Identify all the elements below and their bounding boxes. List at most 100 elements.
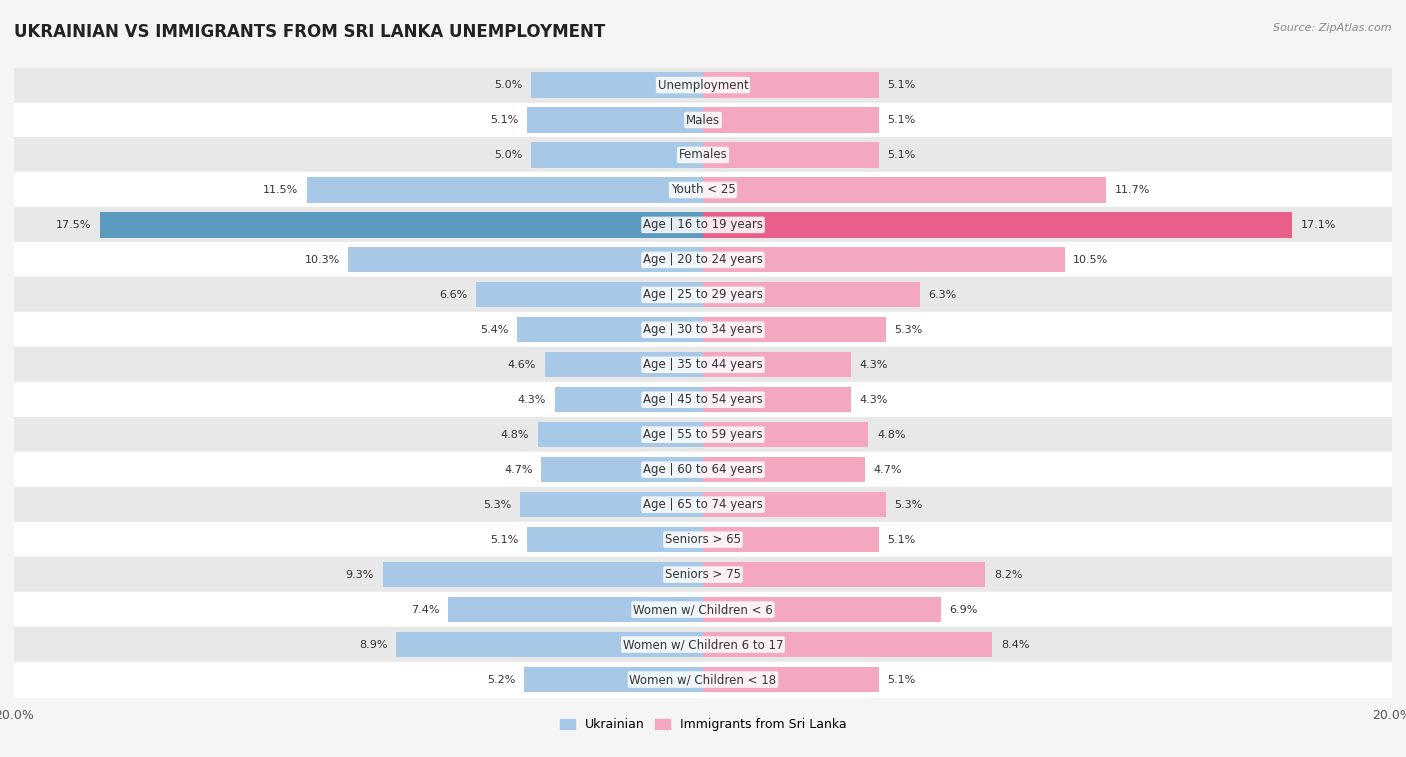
Bar	[396, 632, 703, 657]
Bar	[307, 177, 703, 203]
Text: UKRAINIAN VS IMMIGRANTS FROM SRI LANKA UNEMPLOYMENT: UKRAINIAN VS IMMIGRANTS FROM SRI LANKA U…	[14, 23, 606, 41]
Text: 4.8%: 4.8%	[877, 430, 905, 440]
Bar	[703, 457, 865, 482]
Bar	[527, 527, 703, 553]
Text: 17.1%: 17.1%	[1301, 220, 1336, 230]
Bar	[703, 422, 869, 447]
Text: 8.4%: 8.4%	[1001, 640, 1029, 650]
Bar	[555, 387, 703, 413]
Bar	[703, 527, 879, 553]
Bar	[14, 452, 1392, 488]
Text: 11.7%: 11.7%	[1115, 185, 1150, 195]
Text: Age | 20 to 24 years: Age | 20 to 24 years	[643, 254, 763, 266]
Text: Women w/ Children 6 to 17: Women w/ Children 6 to 17	[623, 638, 783, 651]
Bar	[14, 313, 1392, 347]
Text: Age | 55 to 59 years: Age | 55 to 59 years	[643, 428, 763, 441]
Bar	[14, 207, 1392, 242]
Bar	[14, 277, 1392, 313]
Text: Source: ZipAtlas.com: Source: ZipAtlas.com	[1274, 23, 1392, 33]
Text: Women w/ Children < 18: Women w/ Children < 18	[630, 673, 776, 686]
Bar	[449, 597, 703, 622]
Bar	[703, 562, 986, 587]
Bar	[703, 177, 1107, 203]
Legend: Ukrainian, Immigrants from Sri Lanka: Ukrainian, Immigrants from Sri Lanka	[555, 713, 851, 737]
Text: 5.2%: 5.2%	[486, 674, 515, 684]
Text: 9.3%: 9.3%	[346, 569, 374, 580]
Text: 5.0%: 5.0%	[494, 150, 522, 160]
Text: 10.5%: 10.5%	[1073, 255, 1108, 265]
Text: 10.3%: 10.3%	[304, 255, 340, 265]
Text: 4.3%: 4.3%	[517, 394, 547, 405]
Bar	[703, 282, 920, 307]
Text: Age | 65 to 74 years: Age | 65 to 74 years	[643, 498, 763, 511]
Bar	[349, 248, 703, 273]
Text: 8.9%: 8.9%	[360, 640, 388, 650]
Text: Age | 16 to 19 years: Age | 16 to 19 years	[643, 219, 763, 232]
Text: Unemployment: Unemployment	[658, 79, 748, 92]
Text: Women w/ Children < 6: Women w/ Children < 6	[633, 603, 773, 616]
Bar	[524, 667, 703, 692]
Text: 7.4%: 7.4%	[411, 605, 440, 615]
Text: 5.1%: 5.1%	[491, 534, 519, 544]
Text: 4.7%: 4.7%	[503, 465, 533, 475]
Text: 5.1%: 5.1%	[887, 674, 915, 684]
Text: Age | 60 to 64 years: Age | 60 to 64 years	[643, 463, 763, 476]
Bar	[14, 138, 1392, 173]
Text: 4.6%: 4.6%	[508, 360, 536, 370]
Bar	[541, 457, 703, 482]
Bar	[100, 212, 703, 238]
Text: Seniors > 65: Seniors > 65	[665, 533, 741, 546]
Text: 5.3%: 5.3%	[894, 500, 922, 509]
Bar	[14, 417, 1392, 452]
Bar	[537, 422, 703, 447]
Bar	[475, 282, 703, 307]
Bar	[703, 142, 879, 167]
Text: 4.3%: 4.3%	[859, 394, 889, 405]
Bar	[14, 522, 1392, 557]
Bar	[14, 662, 1392, 697]
Text: 6.9%: 6.9%	[949, 605, 977, 615]
Text: 6.6%: 6.6%	[439, 290, 467, 300]
Bar	[517, 317, 703, 342]
Bar	[703, 597, 941, 622]
Bar	[14, 347, 1392, 382]
Text: 5.1%: 5.1%	[887, 534, 915, 544]
Text: 6.3%: 6.3%	[928, 290, 957, 300]
Bar	[14, 382, 1392, 417]
Text: 5.1%: 5.1%	[887, 150, 915, 160]
Bar	[14, 67, 1392, 102]
Text: 4.3%: 4.3%	[859, 360, 889, 370]
Text: Age | 45 to 54 years: Age | 45 to 54 years	[643, 394, 763, 407]
Text: Youth < 25: Youth < 25	[671, 183, 735, 197]
Bar	[703, 667, 879, 692]
Bar	[703, 632, 993, 657]
Text: 5.4%: 5.4%	[479, 325, 509, 335]
Text: Age | 25 to 29 years: Age | 25 to 29 years	[643, 288, 763, 301]
Bar	[703, 107, 879, 132]
Bar	[703, 387, 851, 413]
Text: 5.1%: 5.1%	[491, 115, 519, 125]
Bar	[531, 142, 703, 167]
Text: 5.0%: 5.0%	[494, 80, 522, 90]
Text: Age | 30 to 34 years: Age | 30 to 34 years	[643, 323, 763, 336]
Bar	[527, 107, 703, 132]
Bar	[382, 562, 703, 587]
Bar	[544, 352, 703, 378]
Text: Females: Females	[679, 148, 727, 161]
Text: 4.7%: 4.7%	[873, 465, 903, 475]
Text: 5.3%: 5.3%	[894, 325, 922, 335]
Bar	[531, 73, 703, 98]
Text: 5.3%: 5.3%	[484, 500, 512, 509]
Bar	[14, 557, 1392, 592]
Bar	[14, 627, 1392, 662]
Text: Males: Males	[686, 114, 720, 126]
Bar	[703, 492, 886, 517]
Text: Seniors > 75: Seniors > 75	[665, 568, 741, 581]
Text: 17.5%: 17.5%	[56, 220, 91, 230]
Bar	[703, 248, 1064, 273]
Bar	[703, 212, 1292, 238]
Text: 11.5%: 11.5%	[263, 185, 298, 195]
Bar	[14, 592, 1392, 627]
Bar	[703, 73, 879, 98]
Bar	[703, 352, 851, 378]
